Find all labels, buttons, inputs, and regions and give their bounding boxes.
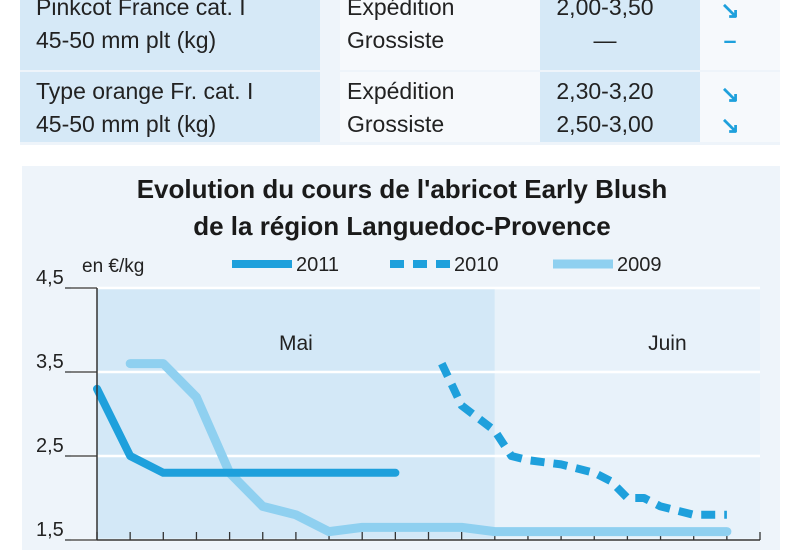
trend-down-icon: ↘ — [720, 81, 740, 107]
series-line-2010 — [438, 361, 727, 519]
mai-background — [97, 288, 495, 540]
stage-label: Expédition — [347, 78, 455, 104]
series-lines — [93, 359, 732, 537]
y-tick-label: 2,5 — [36, 435, 64, 457]
trend-down-icon: ↘ — [720, 0, 740, 23]
y-tick-label: 3,5 — [36, 351, 64, 373]
chart-subtitle: de la région Languedoc-Provence — [193, 211, 611, 241]
legend-label-2009: 2009 — [617, 254, 662, 276]
month-label: Juin — [648, 332, 687, 355]
trend-flat-icon: – — [723, 27, 737, 53]
y-axis-tick-labels: 4,5 3,5 2,5 1,5 — [36, 267, 64, 541]
stage-label: Expédition — [347, 0, 455, 20]
product-label: 45-50 mm plt (kg) — [36, 111, 217, 137]
table-row — [20, 72, 780, 142]
price-table — [20, 0, 780, 145]
series-line-2011 — [93, 384, 400, 477]
table-row — [20, 0, 780, 70]
price-range: 2,30-3,20 — [556, 78, 654, 104]
price-range: — — [593, 27, 617, 53]
trend-down-icon: ↘ — [720, 112, 740, 138]
legend: 2011 2010 2009 — [232, 254, 662, 276]
stage-label: Grossiste — [347, 27, 445, 53]
product-label: Pinkcot France cat. I — [36, 0, 246, 20]
stage-label: Grossiste — [347, 111, 445, 137]
legend-label-2010: 2010 — [454, 254, 499, 276]
month-labels: Mai Juin — [279, 332, 687, 355]
chart-title: Evolution du cours de l'abricot Early Bl… — [137, 174, 668, 204]
legend-label-2011: 2011 — [296, 254, 339, 276]
price-range: 2,00-3,50 — [556, 0, 654, 20]
y-axis-label: en €/kg — [82, 256, 144, 277]
product-label: Type orange Fr. cat. I — [36, 78, 254, 104]
month-label: Mai — [279, 332, 313, 355]
product-label: 45-50 mm plt (kg) — [36, 27, 217, 53]
juin-background — [494, 288, 760, 540]
y-tick-label: 1,5 — [36, 519, 64, 541]
y-tick-label: 4,5 — [36, 267, 64, 289]
price-range: 2,50-3,00 — [556, 111, 654, 137]
